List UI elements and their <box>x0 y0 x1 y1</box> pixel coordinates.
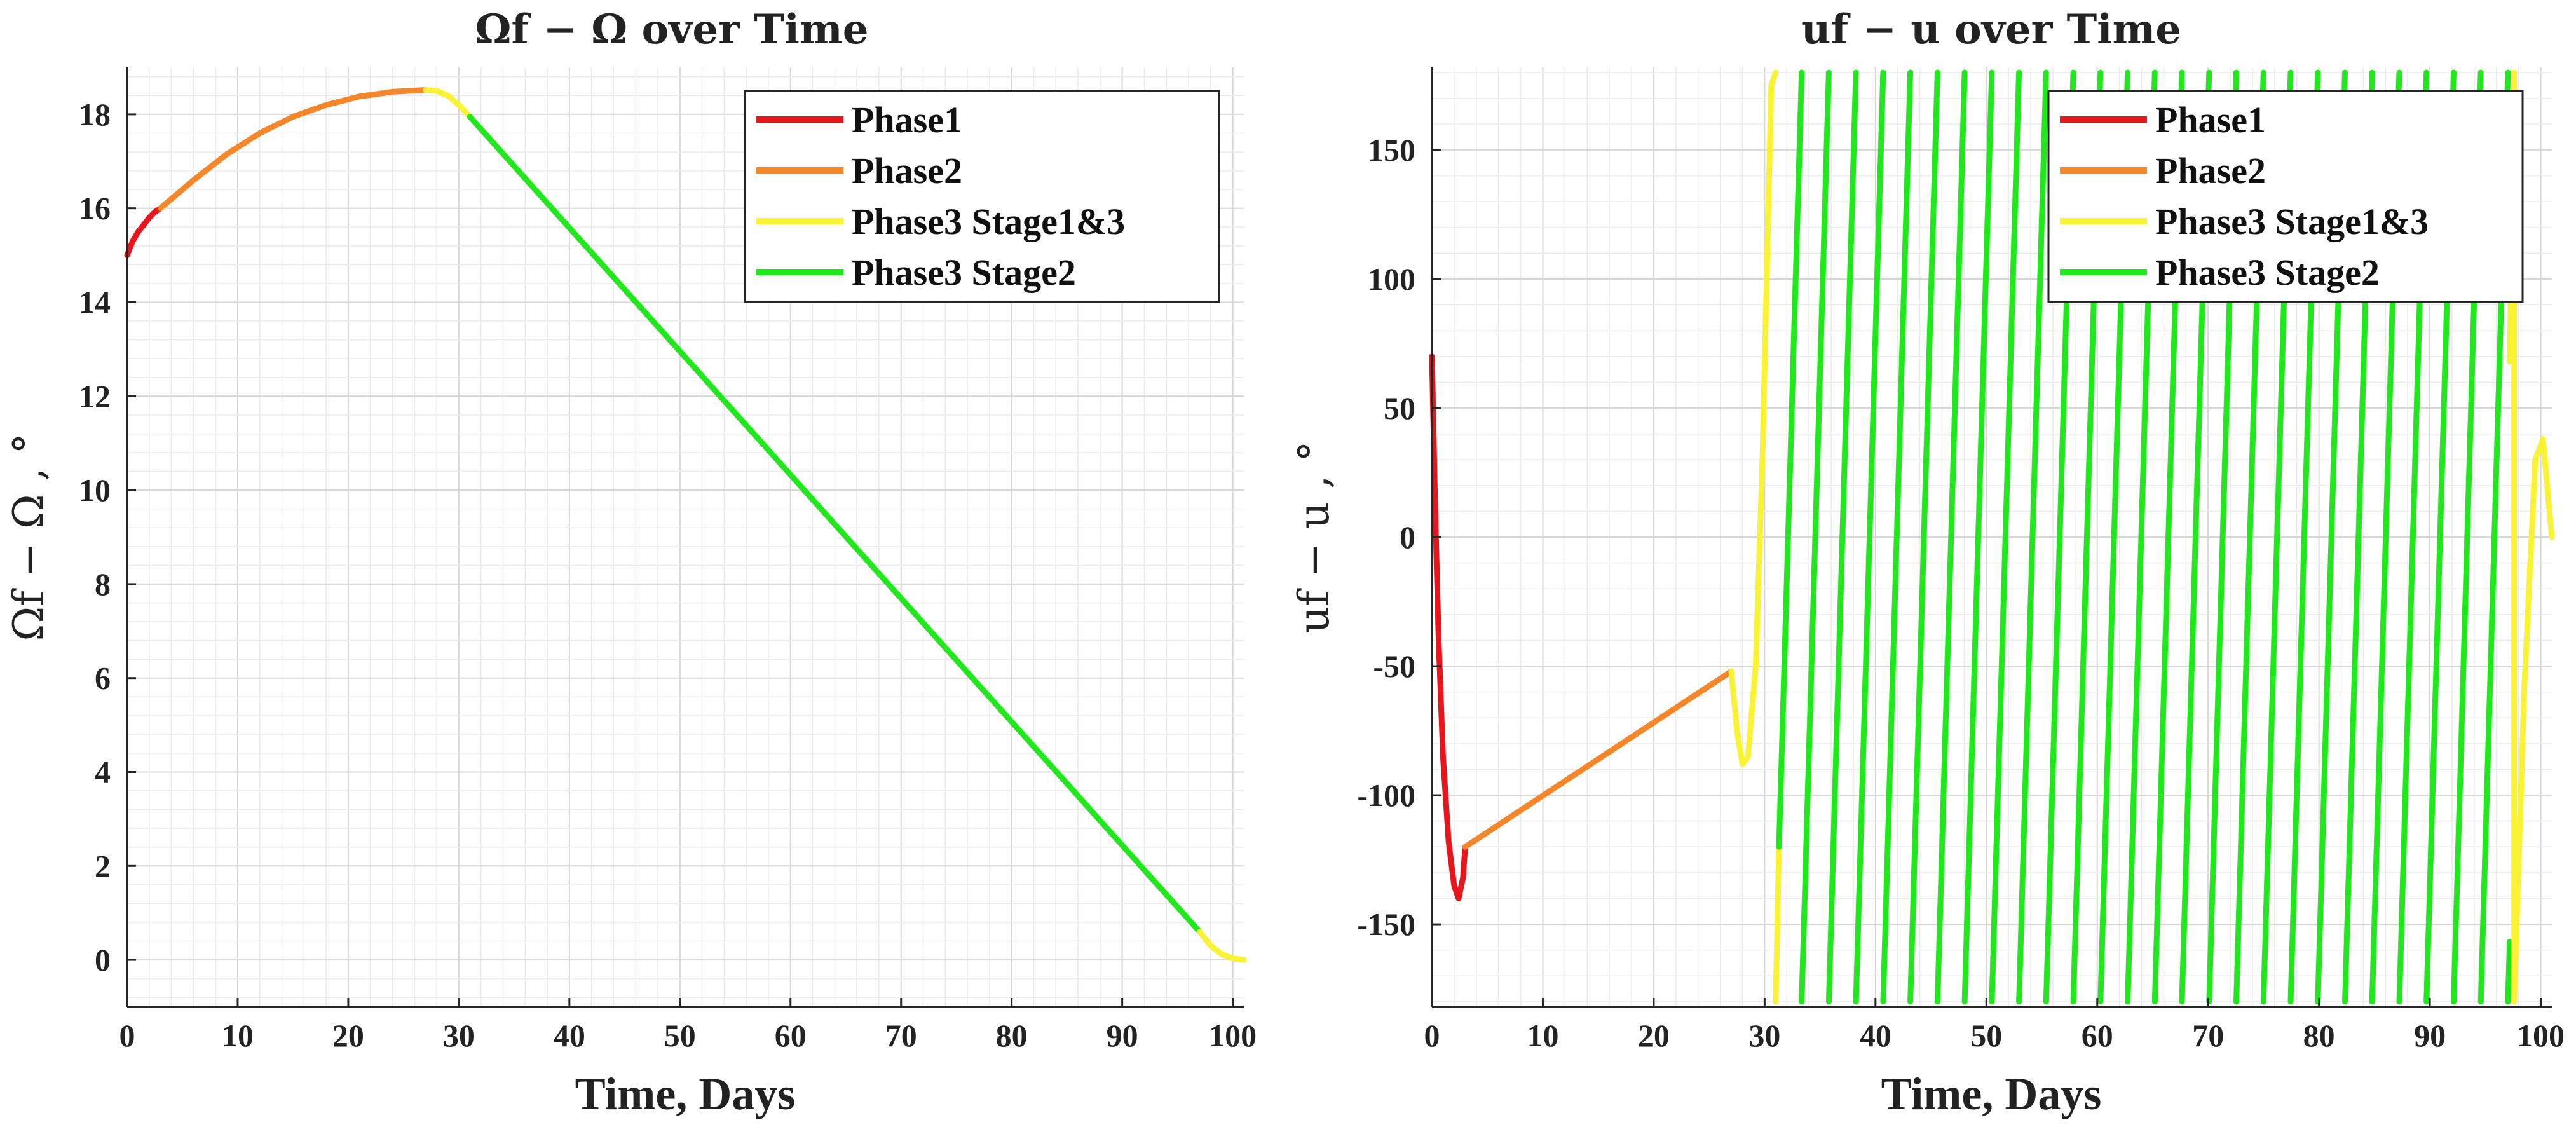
series-phase3-stage2-tooth <box>1799 69 1832 1005</box>
x-tick-label: 80 <box>996 1018 1028 1053</box>
legend: Phase1 Phase2 Phase3 Stage1&3 Phase3 Stage2 <box>744 90 1220 303</box>
series-phase3-stage2-tooth <box>1961 69 1995 1005</box>
x-tick-label: 100 <box>1209 1018 1257 1053</box>
series-phase3-stage2-tooth <box>1989 69 2022 1005</box>
y-tick-label: 0 <box>1400 519 1415 555</box>
x-tick-label: 10 <box>222 1018 254 1053</box>
y-tick-label: 4 <box>95 755 111 790</box>
y-axis-label: uf − u , ° <box>1290 441 1339 634</box>
axes <box>126 67 1244 1008</box>
chart-title: Ωf − Ω over Time <box>475 6 869 53</box>
legend-label: Phase3 Stage1&3 <box>852 201 1125 242</box>
gridlines <box>126 67 1244 1007</box>
x-tick-label: 60 <box>775 1018 807 1053</box>
series-phase3-stage1-3 <box>423 87 473 120</box>
x-tick-label: 30 <box>443 1018 475 1053</box>
y-tick-label: 8 <box>95 566 111 602</box>
y-tick-label: 50 <box>1384 390 1415 426</box>
legend-box <box>744 90 1220 303</box>
x-tick-label: 70 <box>2192 1018 2224 1053</box>
y-tick-label: 0 <box>95 942 111 978</box>
legend-label: Phase1 <box>852 99 962 140</box>
x-tick-label: 40 <box>554 1018 585 1053</box>
x-tick-label: 30 <box>1748 1018 1780 1053</box>
series-phase1 <box>1429 353 1468 901</box>
x-tick-label: 60 <box>2082 1018 2113 1053</box>
x-tick-label: 80 <box>2303 1018 2335 1053</box>
x-tick-label: 20 <box>332 1018 364 1053</box>
series-phase2 <box>1462 668 1734 850</box>
series-phase3-stage1-3 <box>1728 69 1779 767</box>
legend-label: Phase3 Stage2 <box>2155 252 2380 293</box>
y-tick-label: 2 <box>95 848 111 884</box>
series-layer <box>124 87 1247 963</box>
tick-labels: 0 10 20 30 40 50 60 70 80 90 100 0 2 4 6 8 10 12 14 16 18 <box>79 97 1257 1053</box>
y-tick-label: 150 <box>1368 132 1415 168</box>
x-tick-label: 50 <box>664 1018 696 1053</box>
legend-box <box>2047 90 2524 303</box>
y-tick-label: 14 <box>79 285 111 320</box>
series-phase3-stage2-tooth <box>1907 69 1940 1005</box>
legend-label: Phase1 <box>2155 99 2266 140</box>
x-tick-label: 10 <box>1527 1018 1558 1053</box>
legend-label: Phase2 <box>852 150 962 191</box>
x-tick-label: 20 <box>1638 1018 1670 1053</box>
series-phase3-stage1-3-end <box>1196 929 1247 963</box>
series-phase3-stage2-tooth <box>1853 69 1886 1005</box>
chart-title: uf − u over Time <box>1801 6 2181 53</box>
x-axis-label: Time, Days <box>575 1069 796 1119</box>
series-phase3-stage2-tooth <box>2505 938 2513 1005</box>
series-phase3-stage2-tooth <box>1825 69 1859 1005</box>
y-tick-label: -150 <box>1357 906 1415 942</box>
gridlines <box>1431 67 2552 1007</box>
x-tick-label: 90 <box>2414 1018 2446 1053</box>
series-phase3-stage2-tooth <box>1880 69 1914 1005</box>
y-tick-label: 10 <box>79 472 111 508</box>
series-phase2 <box>157 87 429 212</box>
x-tick-label: 100 <box>2517 1018 2565 1053</box>
x-tick-label: 50 <box>1970 1018 2002 1053</box>
series-phase3-stage1-3-wrap <box>1773 844 1782 1005</box>
x-tick-label: 0 <box>119 1018 135 1053</box>
legend-label: Phase3 Stage2 <box>852 252 1076 293</box>
x-axis-label: Time, Days <box>1881 1069 2102 1119</box>
y-axis-label: Ωf − Ω , ° <box>4 433 53 641</box>
y-tick-label: 6 <box>95 660 111 696</box>
series-phase1 <box>124 205 163 259</box>
x-tick-label: 0 <box>1424 1018 1440 1053</box>
x-tick-label: 40 <box>1860 1018 1891 1053</box>
plot-omega: Ωf − Ω over Time 0 10 20 30 40 50 60 70 80 90 1000… <box>4 6 1257 1119</box>
y-tick-label: 12 <box>79 378 111 414</box>
x-tick-label: 70 <box>885 1018 917 1053</box>
series-phase3-stage2-tooth <box>1934 69 1968 1005</box>
legend-label: Phase2 <box>2155 150 2266 191</box>
series-phase3-stage2-tooth <box>1776 69 1805 850</box>
tick-labels: 0 10 20 30 40 50 60 70 80 90 100 -150 -100 -50 0 50 100 1… <box>1357 132 2565 1053</box>
y-tick-label: 18 <box>79 97 111 132</box>
y-tick-label: -50 <box>1373 648 1415 684</box>
legend: Phase1 Phase2 Phase3 Stage1&3 Phase3 Stage2 <box>2047 90 2524 303</box>
legend-label: Phase3 Stage1&3 <box>2155 201 2429 242</box>
x-tick-label: 90 <box>1107 1018 1138 1053</box>
y-tick-label: 16 <box>79 191 111 226</box>
plot-u: uf − u over Time 0 10 20 30 40 50 60 70 80 90 100 -… <box>1290 6 2565 1119</box>
series-phase3-stage2-tooth <box>2016 69 2049 1005</box>
y-tick-label: 100 <box>1368 261 1415 297</box>
series-phase3-stage2 <box>467 114 1203 935</box>
y-tick-label: -100 <box>1357 777 1415 813</box>
